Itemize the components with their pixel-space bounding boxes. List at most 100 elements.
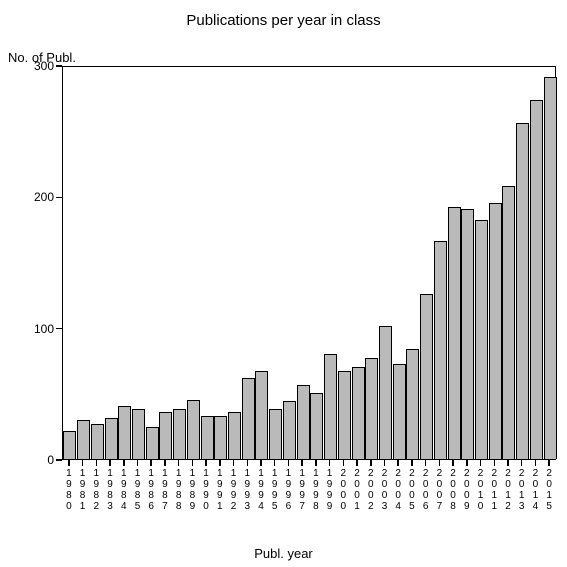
x-tick	[452, 460, 454, 466]
x-tick	[411, 460, 413, 466]
x-tick	[82, 460, 84, 466]
bar	[393, 364, 406, 459]
bar	[105, 418, 118, 459]
plot-area	[62, 66, 556, 460]
x-tick	[260, 460, 262, 466]
x-tick-label: 1989	[186, 468, 200, 512]
x-tick-label: 1996	[282, 468, 296, 512]
x-tick	[233, 460, 235, 466]
x-tick	[274, 460, 276, 466]
bar	[132, 409, 145, 459]
bar	[420, 294, 433, 459]
y-tick-label: 0	[22, 453, 54, 467]
x-tick	[219, 460, 221, 466]
bar	[283, 401, 296, 459]
bar	[77, 420, 90, 459]
bar	[159, 412, 172, 459]
bar	[242, 378, 255, 459]
bar	[365, 358, 378, 459]
x-tick-label: 2008	[446, 468, 460, 512]
bar	[530, 100, 543, 459]
bar	[461, 209, 474, 459]
x-tick	[301, 460, 303, 466]
bar	[544, 77, 557, 459]
x-tick	[535, 460, 537, 466]
x-tick	[96, 460, 98, 466]
y-tick	[56, 459, 62, 461]
x-tick-label: 1988	[172, 468, 186, 512]
x-tick	[247, 460, 249, 466]
x-tick-label: 1987	[158, 468, 172, 512]
bar	[379, 326, 392, 459]
x-tick	[178, 460, 180, 466]
bar	[516, 123, 529, 459]
bar	[91, 424, 104, 459]
x-tick	[356, 460, 358, 466]
x-tick	[315, 460, 317, 466]
x-tick-label: 2000	[336, 468, 350, 512]
bar	[448, 207, 461, 459]
bar	[187, 400, 200, 459]
x-tick	[384, 460, 386, 466]
bar	[502, 186, 515, 459]
x-tick	[466, 460, 468, 466]
x-tick-label: 2003	[378, 468, 392, 512]
x-tick	[439, 460, 441, 466]
bar	[297, 385, 310, 459]
x-tick-label: 1995	[268, 468, 282, 512]
x-tick-label: 1993	[240, 468, 254, 512]
x-tick	[507, 460, 509, 466]
bar	[228, 412, 241, 459]
chart-container: Publications per year in class No. of Pu…	[0, 0, 567, 567]
bar	[352, 367, 365, 459]
bar	[338, 371, 351, 459]
x-tick	[521, 460, 523, 466]
x-tick	[480, 460, 482, 466]
x-tick-label: 2009	[460, 468, 474, 512]
x-tick-label: 1985	[131, 468, 145, 512]
x-tick-label: 1983	[103, 468, 117, 512]
x-tick	[288, 460, 290, 466]
y-tick	[56, 65, 62, 67]
y-tick-label: 300	[22, 59, 54, 73]
bar	[489, 203, 502, 459]
x-tick	[109, 460, 111, 466]
bar	[475, 220, 488, 459]
x-tick	[150, 460, 152, 466]
x-tick-label: 1998	[309, 468, 323, 512]
y-tick-label: 100	[22, 322, 54, 336]
x-tick	[123, 460, 125, 466]
x-tick-label: 2014	[529, 468, 543, 512]
chart-title: Publications per year in class	[0, 12, 567, 29]
x-tick	[370, 460, 372, 466]
bar	[324, 354, 337, 459]
x-tick	[425, 460, 427, 466]
x-tick-label: 2001	[350, 468, 364, 512]
x-tick-label: 2013	[515, 468, 529, 512]
x-tick	[137, 460, 139, 466]
y-tick	[56, 197, 62, 199]
x-axis-label: Publ. year	[0, 546, 567, 561]
x-tick-label: 2012	[501, 468, 515, 512]
y-tick-label: 200	[22, 190, 54, 204]
x-tick-label: 2006	[419, 468, 433, 512]
x-tick-label: 2011	[487, 468, 501, 512]
x-tick-label: 2004	[391, 468, 405, 512]
x-tick-label: 1994	[254, 468, 268, 512]
x-tick-label: 1990	[199, 468, 213, 512]
y-tick	[56, 328, 62, 330]
x-tick	[192, 460, 194, 466]
bar	[201, 416, 214, 459]
bar	[406, 349, 419, 459]
bar	[214, 416, 227, 459]
bar	[310, 393, 323, 459]
bar	[269, 409, 282, 459]
x-tick	[494, 460, 496, 466]
x-tick-label: 1980	[62, 468, 76, 512]
bar	[173, 409, 186, 459]
x-tick	[548, 460, 550, 466]
x-tick	[329, 460, 331, 466]
x-tick-label: 1997	[295, 468, 309, 512]
x-tick-label: 1991	[213, 468, 227, 512]
bar	[434, 241, 447, 459]
